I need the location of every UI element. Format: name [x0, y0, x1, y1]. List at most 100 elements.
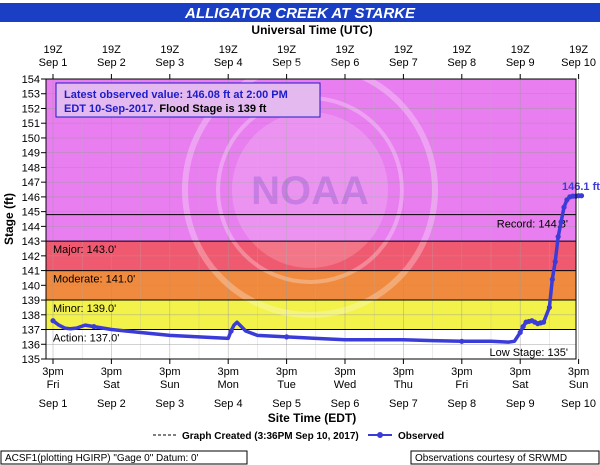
observed-point: [549, 276, 555, 283]
observed-point: [517, 329, 523, 336]
legend-graph-created: Graph Created (3:36PM Sep 10, 2017): [182, 431, 359, 442]
y-axis-label: Stage (ft): [2, 193, 16, 245]
y-tick-label: 145: [22, 207, 40, 219]
threshold-label: Record: 144.8': [497, 219, 568, 231]
top-tick-time: 19Z: [394, 44, 413, 56]
bottom-tick-date: Sep 4: [214, 398, 243, 410]
legend-observed: Observed: [398, 431, 444, 442]
threshold-labels: Record: 144.8' Major: 143.0' Moderate: 141…: [53, 219, 568, 359]
plot-area: NOAA Record: 144.8' Major: 143.0' Moderate…: [45, 62, 600, 360]
bottom-tick-weekday: Mon: [217, 379, 238, 391]
bottom-tick-date: Sep 5: [272, 398, 301, 410]
observed-point: [546, 304, 553, 311]
threshold-label: Major: 143.0': [53, 244, 116, 256]
footer-left-box: [0, 450, 248, 465]
y-tick-label: 144: [22, 221, 40, 233]
bottom-tick-date: Sep 6: [331, 398, 360, 410]
bottom-tick-date: Sep 8: [447, 398, 476, 410]
top-tick-date: Sep 1: [39, 57, 68, 69]
latest-observation-box: Latest observed value: 146.08 ft at 2:00…: [55, 82, 321, 118]
observed-point: [91, 323, 97, 330]
top-tick-date: Sep 4: [214, 57, 243, 69]
top-tick-date: Sep 8: [447, 57, 476, 69]
y-tick-label: 154: [22, 74, 40, 86]
y-tick-label: 149: [22, 148, 40, 160]
bottom-tick-time: 3pm: [276, 366, 297, 378]
observed-point: [552, 259, 558, 265]
bottom-tick-weekday: Fri: [455, 379, 468, 391]
bottom-tick-time: 3pm: [568, 366, 589, 378]
bottom-tick-weekday: Sun: [569, 379, 589, 391]
top-tick-time: 19Z: [452, 44, 471, 56]
bottom-tick-weekday: Fri: [47, 379, 60, 391]
y-tick-label: 153: [22, 89, 40, 101]
y-tick-label: 143: [22, 236, 40, 248]
observed-point: [558, 219, 564, 225]
footer-right: Observations courtesy of SRWMD: [415, 453, 567, 464]
watermark-text: NOAA: [251, 169, 369, 213]
y-tick-label: 138: [22, 310, 40, 322]
bottom-tick-time: 3pm: [393, 366, 414, 378]
y-tick-label: 146: [22, 192, 40, 204]
bottom-tick-weekday: Tue: [277, 379, 296, 391]
y-axis-ticks: 135 136 137 138 139 140 141 142 143 144 145 146 147 1…: [22, 74, 46, 366]
bottom-tick-time: 3pm: [509, 366, 530, 378]
title-bar: [0, 3, 600, 22]
top-tick-time: 19Z: [219, 44, 238, 56]
bottom-tick-weekday: Thu: [394, 379, 413, 391]
y-tick-label: 139: [22, 295, 40, 307]
bottom-tick-time: 3pm: [334, 366, 355, 378]
bottom-tick-date: Sep 10: [561, 398, 596, 410]
top-tick-date: Sep 5: [272, 57, 301, 69]
bottom-tick-date: Sep 7: [389, 398, 418, 410]
observed-point: [578, 193, 585, 199]
y-tick-label: 148: [22, 162, 40, 174]
y-tick-label: 137: [22, 325, 40, 337]
record-zone-lower: [46, 214, 576, 242]
observed-point: [50, 318, 56, 324]
y-tick-label: 136: [22, 339, 40, 351]
top-tick-time: 19Z: [160, 44, 179, 56]
svg-text:EDT 10-Sep-2017. Flood: EDT 10-Sep-2017. Flood Stage is 139 ft: [64, 103, 267, 115]
y-tick-label: 141: [22, 266, 40, 278]
observed-point: [520, 323, 526, 330]
observed-point: [228, 328, 234, 334]
y-tick-label: 152: [22, 103, 40, 115]
bottom-tick-date: Sep 2: [97, 398, 126, 410]
top-tick-time: 19Z: [511, 44, 530, 56]
top-tick-date: Sep 6: [331, 57, 360, 69]
observed-point: [555, 234, 561, 240]
y-tick-label: 135: [22, 354, 40, 366]
plot-frame: [45, 78, 577, 360]
y-tick-label: 147: [22, 177, 40, 189]
top-tick-time: 19Z: [569, 44, 588, 56]
bottom-tick-weekday: Sun: [160, 379, 180, 391]
top-tick-date: Sep 3: [155, 57, 184, 69]
bottom-tick-weekday: Wed: [334, 379, 356, 391]
info-line-1: Latest observed value: 146.08 ft at 2:00…: [64, 89, 288, 101]
legend: Graph Created (3:36PM Sep 10, 2017) Obse…: [153, 431, 444, 442]
top-tick-time: 19Z: [44, 44, 63, 56]
y-tick-label: 140: [22, 280, 40, 292]
bottom-tick-time: 3pm: [159, 366, 180, 378]
observed-series-points: [50, 193, 585, 344]
top-tick-date: Sep 2: [97, 57, 126, 69]
y-tick-label: 142: [22, 251, 40, 263]
top-tick-time: 19Z: [102, 44, 121, 56]
top-tick-date: Sep 7: [389, 57, 418, 69]
threshold-label: Minor: 139.0': [53, 303, 116, 315]
chart-title: ALLIGATOR CREEK AT STARKE: [184, 5, 416, 22]
footer-left: ACSF1(plotting HGIRP) "Gage 0" Datum: 0': [5, 453, 199, 464]
top-axis-label: Universal Time (UTC): [251, 23, 372, 37]
bottom-tick-date: Sep 1: [39, 398, 68, 410]
bottom-tick-time: 3pm: [101, 366, 122, 378]
observed-point: [540, 319, 547, 325]
observed-point: [284, 334, 290, 340]
threshold-label: Moderate: 141.0': [53, 274, 135, 286]
bottom-tick-time: 3pm: [42, 366, 63, 378]
top-tick-date: Sep 9: [506, 57, 535, 69]
threshold-label: Action: 137.0': [53, 333, 119, 345]
footer-right-box: [410, 450, 600, 465]
